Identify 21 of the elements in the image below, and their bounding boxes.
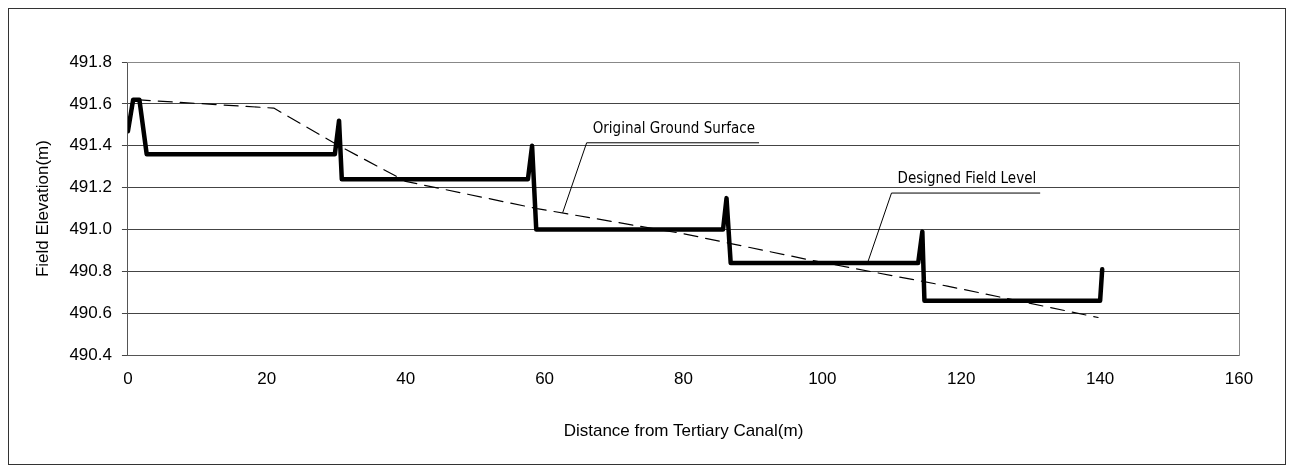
x-tick-label: 20	[257, 369, 277, 389]
y-tick-label: 491.8	[69, 51, 112, 71]
annotation: Designed Field Level	[897, 169, 1037, 188]
x-tick-label: 160	[1224, 369, 1254, 389]
x-tick-label: 120	[947, 369, 976, 389]
x-tick-label: 60	[535, 369, 555, 389]
y-tick-label: 491.4	[69, 135, 112, 155]
y-tick-label: 490.4	[69, 344, 112, 364]
x-tick-label: 100	[808, 369, 837, 389]
annotation: Original Ground Surface	[592, 119, 756, 138]
y-tick-label: 491.6	[69, 93, 112, 113]
x-tick-label: 40	[396, 369, 416, 389]
y-tick-label: 491.0	[69, 219, 112, 239]
x-tick-label: 80	[674, 369, 693, 389]
y-tick-label: 490.8	[69, 261, 112, 281]
y-tick-label: 491.2	[69, 177, 112, 197]
x-tick-label: 140	[1085, 369, 1115, 389]
x-axis-title: Distance from Tertiary Canal(m)	[563, 421, 804, 441]
y-tick-label: 490.6	[69, 303, 112, 322]
x-tick-label: 0	[123, 369, 133, 389]
y-axis-title: Field Elevation(m)	[32, 140, 52, 278]
